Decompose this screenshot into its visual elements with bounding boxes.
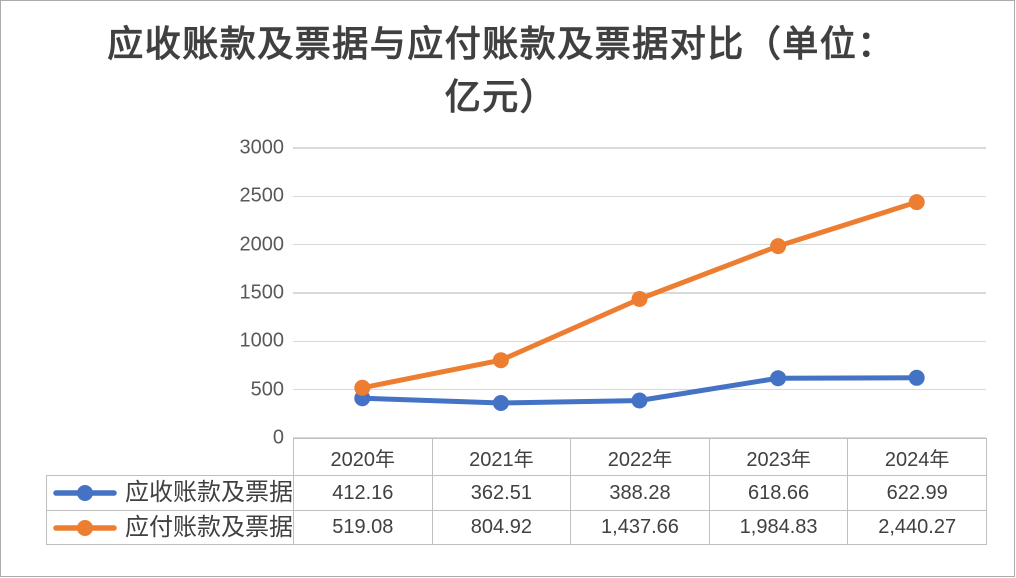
table-header-cell: 2024年 (847, 438, 987, 476)
series-label-cell: 应付账款及票据 (46, 510, 294, 545)
series-plot (354, 194, 925, 411)
table-header-cell: 2021年 (431, 438, 572, 476)
table-header-cell: 2023年 (708, 438, 849, 476)
legend-line-marker-icon (53, 519, 117, 536)
y-axis-tick-label: 1000 (239, 329, 285, 352)
gridline (293, 147, 986, 149)
legend-line-marker-icon (53, 485, 117, 501)
y-axis-tick-label: 3000 (239, 136, 285, 159)
gridline (293, 388, 986, 391)
gridline (293, 340, 986, 343)
y-axis-tick-label: 1500 (239, 281, 285, 304)
chart-title: 应收账款及票据与应付账款及票据对比（单位： 亿元） (1, 18, 1001, 124)
table-value-cell: 804.92 (431, 510, 572, 545)
data-table: 2020年 2021年 2022年 2023年 2024年 应收账款及票据 412.16 36… (46, 438, 987, 545)
series-label-cell: 应收账款及票据 (46, 475, 294, 511)
table-value-cell: 412.16 (293, 475, 433, 511)
table-header-cell: 2022年 (570, 438, 710, 476)
y-axis-tick-label: 2500 (239, 184, 285, 207)
table-value-cell: 2,440.27 (847, 510, 987, 545)
y-axis-tick-label: 2000 (239, 233, 285, 256)
data-point (631, 291, 648, 307)
data-point (631, 392, 648, 409)
table-row: 应收账款及票据 412.16 362.51 388.28 618.66 622.99 (46, 475, 987, 511)
table-value-cell: 1,437.66 (570, 510, 710, 545)
gridline (293, 195, 986, 198)
data-point (354, 379, 371, 396)
data-point (492, 395, 509, 411)
series-name: 应付账款及票据 (125, 513, 293, 541)
series-name: 应收账款及票据 (125, 479, 293, 506)
y-axis-tick-label: 0 (272, 426, 284, 449)
chart-title-line2: 亿元） (444, 77, 558, 117)
data-point (770, 370, 787, 387)
table-row: 应付账款及票据 519.08 804.92 1,437.66 1,984.83 2,440… (46, 510, 987, 545)
data-point (908, 194, 925, 211)
chart-title-line1: 应收账款及票据与应付账款及票据对比（单位： (107, 24, 895, 64)
y-axis-tick-label: 500 (250, 378, 284, 401)
table-value-cell: 1,984.83 (708, 510, 849, 545)
table-header-cell: 2020年 (293, 438, 433, 476)
table-value-cell: 622.99 (847, 475, 987, 511)
table-value-cell: 519.08 (293, 510, 433, 545)
data-point (908, 369, 925, 386)
data-point (492, 352, 509, 369)
table-value-cell: 618.66 (708, 475, 849, 511)
table-value-cell: 362.51 (431, 475, 572, 511)
data-point (770, 238, 787, 255)
table-corner-cell (47, 439, 294, 476)
table-value-cell: 388.28 (570, 475, 710, 511)
gridline (293, 243, 986, 246)
